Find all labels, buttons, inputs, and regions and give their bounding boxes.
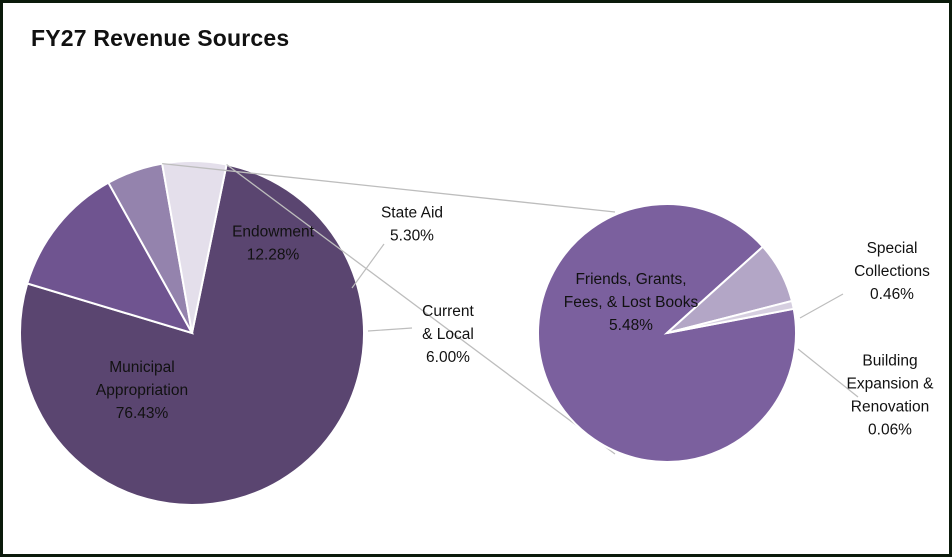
label-current-local-line-2: & Local — [422, 326, 474, 343]
label-friends-grants-line-1: Friends, Grants, — [575, 271, 686, 288]
label-municipal-line-2: Appropriation — [96, 382, 188, 399]
connector-line-top — [162, 162, 616, 213]
connector-line-bottom — [226, 163, 616, 455]
leader-line-special-collections — [799, 293, 844, 319]
main-slice-endowment — [26, 181, 195, 335]
leader-line-building-expansion — [797, 348, 859, 398]
label-friends-grants-line-2: Fees, & Lost Books — [564, 294, 699, 311]
label-current-local-line-1: Current — [422, 303, 474, 320]
label-building-expansion-line-4: 0.06% — [868, 422, 912, 439]
label-special-collections-line-3: 0.46% — [870, 286, 914, 303]
label-special-collections-line-1: Special — [867, 240, 918, 257]
label-current-local-line-3: 6.00% — [426, 349, 470, 366]
secondary-slice-building-expansion — [666, 299, 795, 334]
leader-line-current-local — [367, 327, 413, 332]
label-special-collections-line-2: Collections — [854, 263, 930, 280]
label-endowment-line-1: Endowment — [232, 224, 315, 241]
label-building-expansion-line-3: Renovation — [851, 399, 929, 416]
label-state-aid-line-1: State Aid — [381, 205, 443, 222]
label-municipal-line-3: 76.43% — [116, 405, 169, 422]
label-municipal-line-1: Municipal — [109, 359, 174, 376]
label-endowment-line-2: 12.28% — [247, 247, 300, 264]
label-building-expansion-line-1: Building — [862, 353, 917, 370]
label-state-aid-line-2: 5.30% — [390, 228, 434, 245]
label-friends-grants-line-3: 5.48% — [609, 317, 653, 334]
label-building-expansion-line-2: Expansion & — [846, 376, 934, 393]
main-slice-municipal — [19, 163, 365, 506]
chart-title: FY27 Revenue Sources — [31, 25, 290, 51]
leader-line-state-aid — [351, 243, 385, 289]
